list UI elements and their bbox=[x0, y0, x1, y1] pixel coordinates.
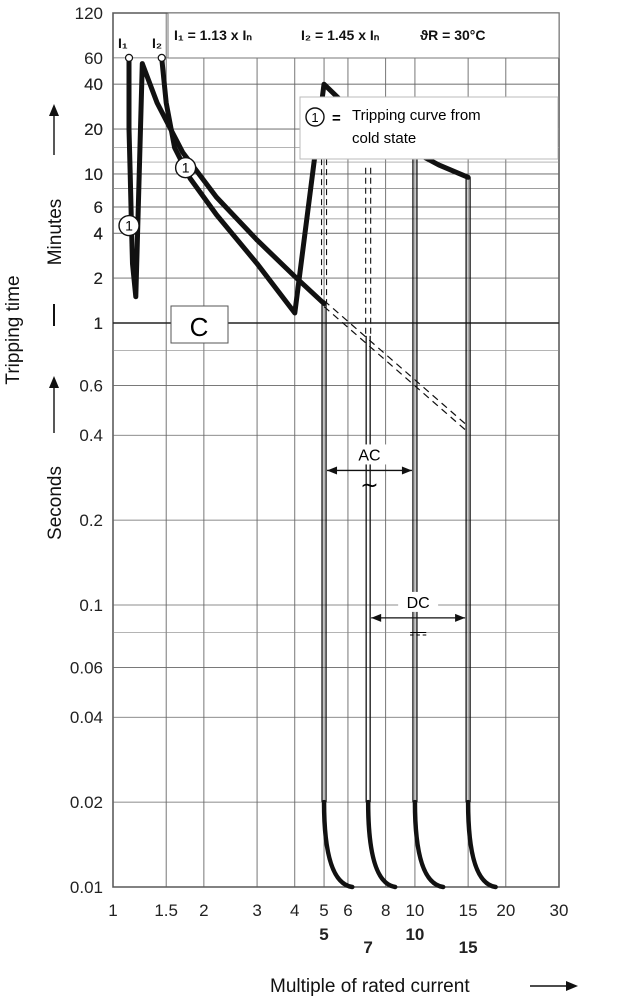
y-tick-label-seconds: 0.01 bbox=[70, 878, 103, 897]
legend-box bbox=[299, 96, 559, 160]
x-bold-tick-label: 5 bbox=[319, 925, 328, 944]
y-tick-label-seconds: 6 bbox=[94, 198, 103, 217]
y-tick-label-minutes: 4 bbox=[94, 224, 103, 243]
y-axis-minutes-label: Minutes bbox=[45, 199, 66, 266]
curve-type-box bbox=[170, 305, 229, 344]
y-tick-label-seconds: 0.4 bbox=[79, 426, 103, 445]
grid-lines bbox=[112, 12, 560, 888]
lower-curve-extension bbox=[323, 306, 469, 433]
x-tick-label: 2 bbox=[199, 901, 208, 920]
x-tick-label: 5 bbox=[319, 901, 328, 920]
y-tick-label-seconds: 10 bbox=[84, 165, 103, 184]
y-tick-label-minutes: 120 bbox=[75, 4, 103, 23]
y-tick-label-minutes: 60 bbox=[84, 49, 103, 68]
minutes-arrow-head bbox=[49, 104, 59, 116]
x-tick-label: 20 bbox=[496, 901, 515, 920]
instantaneous-tail bbox=[412, 799, 446, 890]
reference-temperature: ϑR = 30°C bbox=[420, 27, 486, 43]
curve-type-label: C bbox=[190, 312, 209, 342]
x-tick-label: 1 bbox=[108, 901, 117, 920]
instantaneous-tail bbox=[465, 799, 498, 890]
x-bold-tick-label: 7 bbox=[363, 938, 372, 957]
y-tick-label-seconds: 1 bbox=[94, 314, 103, 333]
x-tick-label: 4 bbox=[290, 901, 299, 920]
labels-layer: 1 1.5 2 3 4 5 6 8 10 15 20 305710150.010.020.040.06… bbox=[70, 4, 569, 957]
x-axis-arrow-head bbox=[566, 981, 578, 991]
i1-formula: I₁ = 1.13 x Iₙ bbox=[174, 27, 252, 43]
legend-text-line1: Tripping curve from bbox=[352, 107, 481, 124]
ac-range-label: AC bbox=[358, 447, 380, 464]
y-tick-label-seconds: 0.6 bbox=[79, 377, 103, 396]
y-tick-label-minutes: 2 bbox=[94, 269, 103, 288]
ac-range-arrow-head-left bbox=[327, 466, 338, 475]
i2-formula: I₂ = 1.45 x Iₙ bbox=[301, 27, 380, 43]
seconds-arrow-head bbox=[49, 376, 59, 388]
dc-range-label-bg bbox=[398, 591, 439, 612]
legend-symbol-number: 1 bbox=[311, 110, 318, 125]
x-bold-tick-label: 15 bbox=[459, 938, 478, 957]
y-tick-label-seconds: 2 bbox=[94, 269, 103, 288]
tripping-curve-lower bbox=[126, 55, 327, 307]
dc-range-arrow-head-right bbox=[455, 613, 466, 622]
y-tick-label-seconds: 4 bbox=[94, 224, 103, 243]
curve-marker bbox=[118, 214, 140, 237]
x-tick-label: 30 bbox=[550, 901, 569, 920]
y-tick-label-seconds: 0.04 bbox=[70, 708, 103, 727]
x-tick-label: 1.5 bbox=[154, 901, 178, 920]
dc-range-arrow-head-left bbox=[371, 613, 382, 622]
y-tick-label-seconds: 0.06 bbox=[70, 659, 103, 678]
y-tick-label-minutes: 40 bbox=[84, 75, 103, 94]
i1-marker-label: I₁ bbox=[118, 35, 128, 51]
y-tick-label-minutes: 20 bbox=[84, 120, 103, 139]
y-tick-label-seconds: 20 bbox=[84, 120, 103, 139]
y-axis-title: Tripping time bbox=[3, 275, 24, 384]
curves-layer: 1 1 AC ~ DC ⎓ bbox=[118, 53, 498, 890]
curve-marker-label: 1 bbox=[125, 218, 133, 234]
y-tick-label-seconds: 0.2 bbox=[79, 511, 103, 530]
y-tick-label-minutes: 10 bbox=[84, 165, 103, 184]
curve-start-point bbox=[157, 53, 166, 62]
x-tick-label: 15 bbox=[459, 901, 478, 920]
instantaneous-tail bbox=[321, 799, 355, 890]
ac-range-label-bg bbox=[349, 444, 390, 465]
curve-start-point bbox=[124, 53, 134, 62]
ac-range-symbol: ~ bbox=[360, 473, 378, 498]
dc-range-label: DC bbox=[407, 595, 430, 612]
x-bold-tick-label: 10 bbox=[405, 925, 424, 944]
y-tick-label-seconds: 0.1 bbox=[79, 596, 103, 615]
header-box bbox=[167, 12, 560, 59]
curve-marker bbox=[174, 157, 197, 179]
legend-curve-symbol bbox=[305, 107, 325, 127]
y-tick-label-minutes: 1 bbox=[94, 314, 103, 333]
dc-range-symbol: ⎓ bbox=[409, 621, 427, 646]
y-tick-label-seconds: 0.02 bbox=[70, 793, 103, 812]
y-axis-seconds-label: Seconds bbox=[45, 466, 66, 540]
x-tick-label: 3 bbox=[252, 901, 261, 920]
x-tick-label: 6 bbox=[343, 901, 352, 920]
x-tick-label: 8 bbox=[381, 901, 390, 920]
curve-marker-label: 1 bbox=[182, 160, 190, 176]
ac-range-arrow-head-right bbox=[401, 466, 412, 475]
instantaneous-tail bbox=[365, 799, 398, 890]
legend-text-line2: cold state bbox=[352, 130, 416, 147]
y-tick-label-minutes: 6 bbox=[94, 198, 103, 217]
lower-curve-extension bbox=[323, 300, 469, 427]
legend-equals: = bbox=[332, 110, 341, 127]
x-tick-label: 10 bbox=[405, 901, 424, 920]
i2-marker-label: I₂ bbox=[152, 35, 162, 51]
y-tick-label-seconds: 40 bbox=[84, 75, 103, 94]
x-axis-title: Multiple of rated current bbox=[270, 976, 470, 997]
